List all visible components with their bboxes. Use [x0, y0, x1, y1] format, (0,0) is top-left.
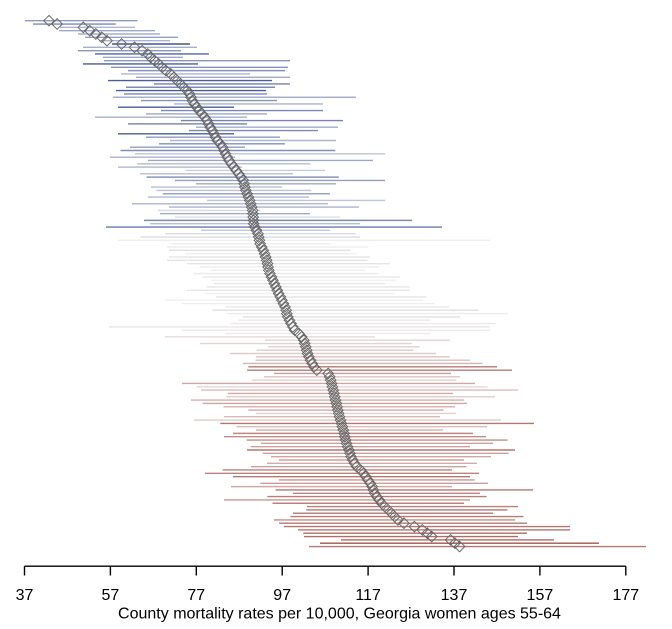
svg-text:117: 117	[355, 587, 381, 604]
svg-text:177: 177	[612, 587, 639, 604]
svg-text:37: 37	[16, 587, 34, 604]
svg-text:157: 157	[527, 587, 554, 604]
svg-text:County mortality rates per 10,: County mortality rates per 10,000, Georg…	[118, 606, 561, 623]
svg-text:137: 137	[441, 587, 468, 604]
svg-text:57: 57	[102, 587, 120, 604]
svg-text:97: 97	[273, 587, 291, 604]
svg-text:77: 77	[187, 587, 205, 604]
